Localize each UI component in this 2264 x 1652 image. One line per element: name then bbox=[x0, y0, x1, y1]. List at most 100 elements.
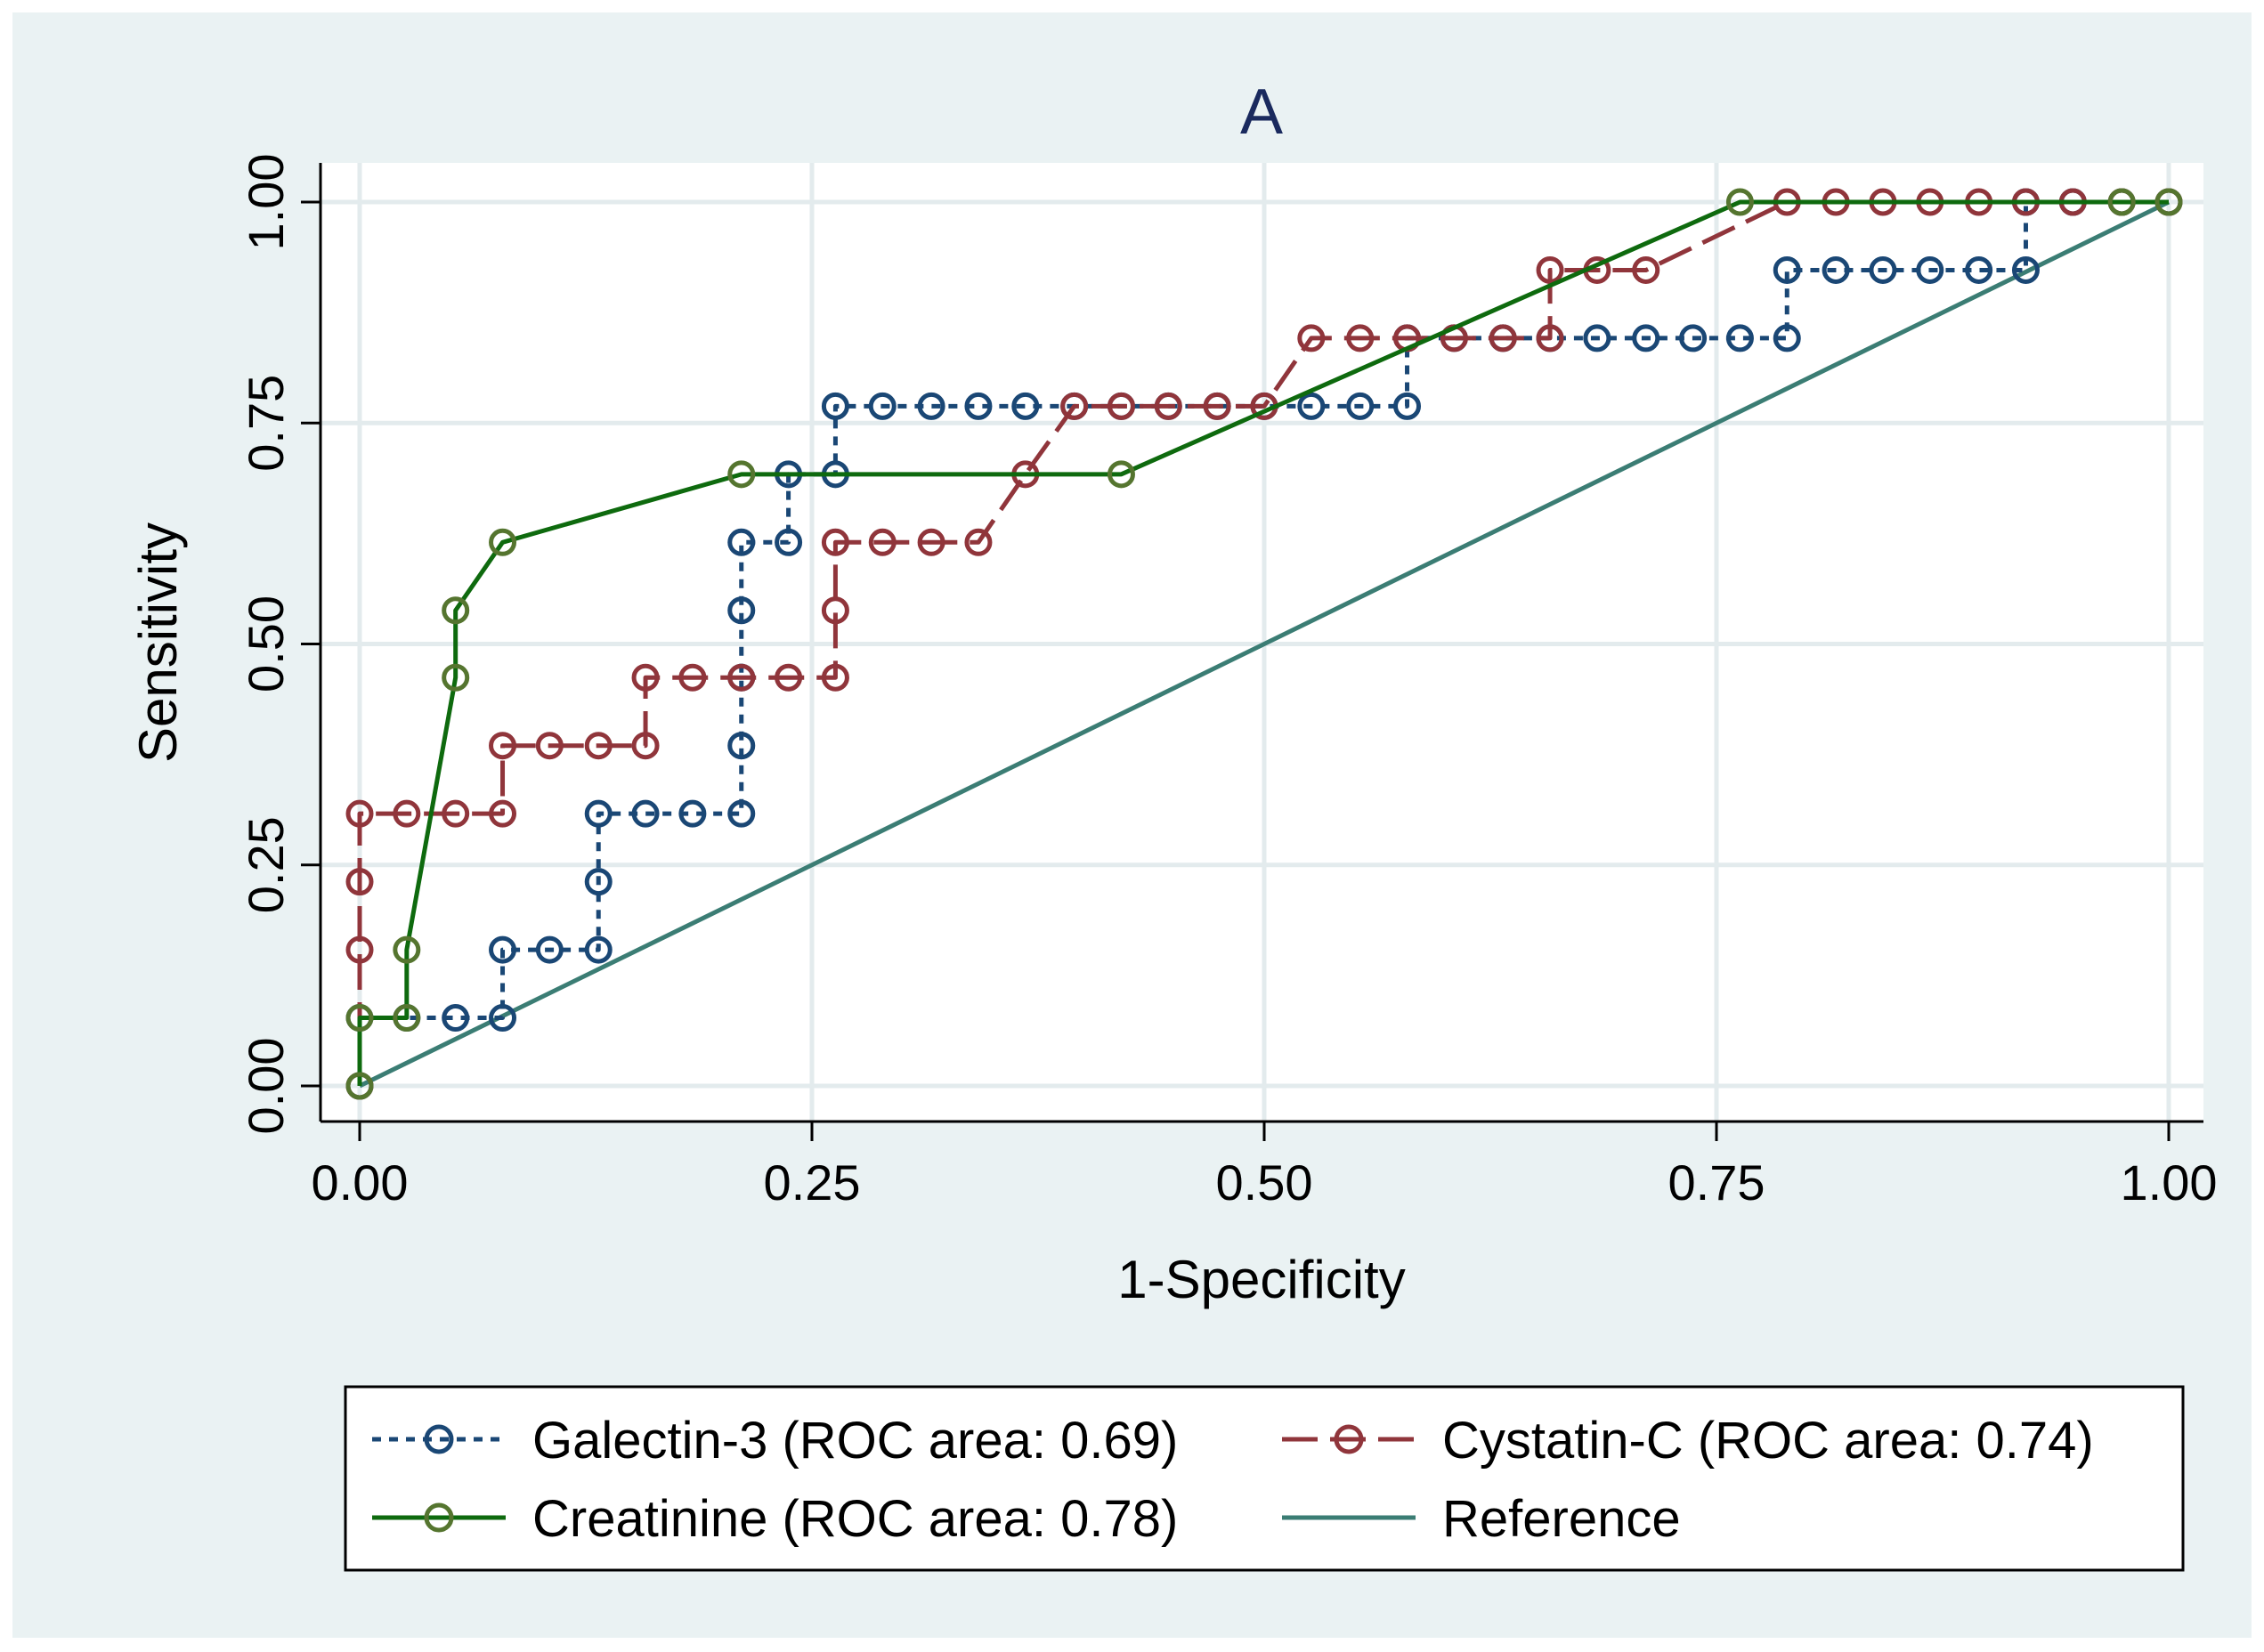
x-tick-label: 0.25 bbox=[764, 1154, 861, 1211]
data-point bbox=[535, 935, 564, 964]
data-point bbox=[1536, 255, 1564, 284]
data-point bbox=[1583, 324, 1611, 352]
data-point bbox=[917, 528, 945, 556]
data-point bbox=[345, 799, 374, 828]
data-point bbox=[1060, 392, 1089, 420]
data-point bbox=[1393, 392, 1422, 420]
data-point bbox=[1346, 392, 1375, 420]
data-point bbox=[489, 1004, 517, 1032]
data-point bbox=[868, 392, 897, 420]
data-point bbox=[868, 528, 897, 556]
legend-cystatin-label: Cystatin-C (ROC area: 0.74) bbox=[1442, 1412, 2094, 1470]
data-point bbox=[489, 799, 517, 828]
data-point bbox=[727, 460, 756, 489]
data-point bbox=[393, 1004, 421, 1032]
data-point bbox=[442, 799, 470, 828]
data-point bbox=[1869, 255, 1897, 284]
data-point bbox=[1773, 324, 1801, 352]
legend-reference-label: Reference bbox=[1442, 1490, 1681, 1548]
series-0 bbox=[345, 188, 2183, 1100]
data-point bbox=[345, 1072, 374, 1100]
legend-box bbox=[344, 1385, 2185, 1572]
legend-galectin-swatch-marker bbox=[424, 1424, 454, 1454]
y-tick-label: 0.75 bbox=[238, 375, 294, 472]
chart-title: A bbox=[1240, 77, 1283, 148]
data-point bbox=[1916, 255, 1944, 284]
x-tick-label: 0.00 bbox=[312, 1154, 409, 1211]
data-point bbox=[678, 799, 707, 828]
data-point bbox=[1107, 460, 1135, 489]
data-point bbox=[1107, 392, 1135, 420]
x-tick-label: 0.75 bbox=[1668, 1154, 1765, 1211]
x-axis-label: 1-Specificity bbox=[1117, 1250, 1405, 1309]
data-point bbox=[727, 528, 756, 556]
y-axis-label: Sensitivity bbox=[128, 522, 188, 763]
data-point bbox=[727, 663, 756, 692]
legend-creatinine-swatch-marker bbox=[424, 1502, 454, 1533]
data-point bbox=[1203, 392, 1231, 420]
data-point bbox=[1632, 324, 1660, 352]
data-point bbox=[489, 732, 517, 760]
data-point bbox=[1965, 255, 1993, 284]
series-layer bbox=[345, 188, 2183, 1100]
y-tick-label: 0.25 bbox=[238, 816, 294, 913]
data-point bbox=[1297, 392, 1326, 420]
data-point bbox=[631, 799, 660, 828]
data-point bbox=[2154, 188, 2183, 216]
data-point bbox=[821, 663, 849, 692]
data-point bbox=[1773, 255, 1801, 284]
series-line bbox=[357, 199, 2169, 1086]
x-tick-label: 0.50 bbox=[1216, 1154, 1313, 1211]
data-point bbox=[1679, 324, 1708, 352]
data-point bbox=[775, 528, 803, 556]
legend-cystatin-swatch-marker bbox=[1334, 1424, 1364, 1454]
series-line bbox=[357, 199, 2169, 1086]
data-point bbox=[727, 596, 756, 625]
data-point bbox=[727, 799, 756, 828]
legend: Galectin-3 (ROC area: 0.69) Cystatin-C (… bbox=[344, 1385, 2185, 1572]
axes: 0.00 0.25 0.50 0.75 1.00 0.00 0.25 0.50 0.75 1.00 bbox=[238, 154, 2218, 1211]
data-point bbox=[393, 935, 421, 964]
data-point bbox=[393, 799, 421, 828]
data-point bbox=[345, 1004, 374, 1032]
data-point bbox=[964, 392, 993, 420]
data-point bbox=[442, 663, 470, 692]
legend-creatinine-label: Creatinine (ROC area: 0.78) bbox=[532, 1490, 1178, 1548]
data-point bbox=[2107, 188, 2136, 216]
data-point bbox=[535, 732, 564, 760]
data-point bbox=[584, 868, 613, 896]
data-point bbox=[1632, 255, 1660, 284]
y-tick-label: 0.00 bbox=[238, 1038, 294, 1135]
data-point bbox=[631, 663, 660, 692]
data-point bbox=[1536, 324, 1564, 352]
data-point bbox=[821, 596, 849, 625]
data-point bbox=[1822, 255, 1850, 284]
y-tick-label: 1.00 bbox=[238, 154, 294, 251]
data-point bbox=[1011, 392, 1040, 420]
data-point bbox=[727, 732, 756, 760]
data-point bbox=[584, 935, 613, 964]
data-point bbox=[1489, 324, 1517, 352]
data-point bbox=[345, 868, 374, 896]
data-point bbox=[1346, 324, 1375, 352]
data-point bbox=[821, 392, 849, 420]
data-point bbox=[442, 596, 470, 625]
series-2 bbox=[345, 188, 2183, 1100]
data-point bbox=[917, 392, 945, 420]
data-point bbox=[1725, 324, 1754, 352]
data-point bbox=[489, 935, 517, 964]
series-3 bbox=[358, 199, 2171, 1089]
data-point bbox=[775, 663, 803, 692]
data-point bbox=[631, 732, 660, 760]
legend-galectin-label: Galectin-3 (ROC area: 0.69) bbox=[532, 1412, 1178, 1470]
data-point bbox=[442, 1004, 470, 1032]
data-point bbox=[2011, 255, 2040, 284]
data-point bbox=[345, 935, 374, 964]
data-point bbox=[584, 799, 613, 828]
data-point bbox=[489, 528, 517, 556]
data-point bbox=[964, 528, 993, 556]
x-tick-label: 1.00 bbox=[2121, 1154, 2218, 1211]
data-point bbox=[1297, 324, 1326, 352]
data-point bbox=[678, 663, 707, 692]
